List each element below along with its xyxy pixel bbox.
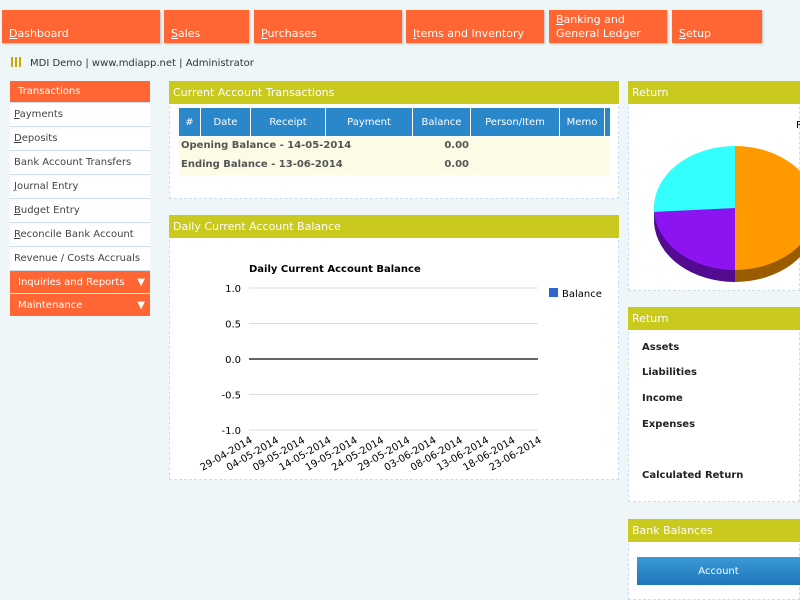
button[interactable]: Account bbox=[637, 557, 800, 585]
menu-label[interactable]: Items and Inventory bbox=[413, 27, 525, 40]
menu-tab[interactable]: Purchases bbox=[254, 10, 402, 43]
row-label: Income bbox=[642, 393, 683, 404]
row-label: Liabilities bbox=[642, 367, 697, 378]
arrow-icon: ▼ bbox=[137, 299, 145, 311]
app-icon bbox=[11, 57, 21, 67]
sidebar-label[interactable]: Reconcile Bank Account bbox=[14, 229, 134, 240]
menu-label[interactable]: Banking and General Ledger bbox=[556, 13, 641, 40]
sidebar-item[interactable]: Bank Account Transfers bbox=[10, 151, 150, 175]
column-header: Balance bbox=[413, 108, 471, 136]
sidebar-item[interactable]: Payments bbox=[10, 103, 150, 127]
panel-header: Return bbox=[628, 81, 800, 104]
sidebar-label[interactable]: Payments bbox=[14, 109, 64, 120]
sidebar-label[interactable]: Budget Entry bbox=[14, 205, 80, 216]
legend-label: Balance bbox=[562, 289, 602, 300]
pie-slice bbox=[654, 146, 735, 212]
y-tick-label: -1.0 bbox=[221, 426, 241, 437]
legend-swatch bbox=[549, 288, 558, 297]
column-header: Receipt bbox=[251, 108, 326, 136]
column-header: Person/Item bbox=[471, 108, 560, 136]
sidebar-section[interactable]: Inquiries and Reports ▼ bbox=[10, 271, 150, 293]
sidebar-item[interactable]: Budget Entry bbox=[10, 199, 150, 223]
y-tick-label: 1.0 bbox=[225, 284, 241, 295]
cell: Ending Balance - 13-06-2014 bbox=[181, 159, 343, 170]
panel bbox=[628, 307, 800, 502]
menu-tab[interactable]: Setup bbox=[672, 10, 762, 43]
menu-tab[interactable]: Banking and General Ledger bbox=[549, 10, 667, 43]
column-header: # bbox=[179, 108, 201, 136]
sidebar-item[interactable]: Transactions bbox=[10, 81, 150, 103]
pie-slice bbox=[735, 146, 800, 270]
panel-header: Daily Current Account Balance bbox=[169, 215, 619, 238]
menu-tab[interactable]: Dashboard bbox=[2, 10, 160, 43]
menu-label[interactable]: Dashboard bbox=[9, 27, 69, 40]
pie-slice bbox=[654, 208, 735, 270]
sidebar-section[interactable]: Maintenance ▼ bbox=[10, 294, 150, 316]
sidebar-item[interactable]: Journal Entry bbox=[10, 175, 150, 199]
sidebar-item[interactable]: Revenue / Costs Accruals bbox=[10, 247, 150, 271]
table-row bbox=[179, 156, 610, 175]
column-header: Payment bbox=[326, 108, 413, 136]
line-chart: Daily Current Account Balance 1.0 0.5 0.0 -0… bbox=[199, 264, 602, 474]
row-label: Assets bbox=[642, 342, 680, 353]
column-header: Date bbox=[201, 108, 251, 136]
section-label[interactable]: Maintenance bbox=[18, 299, 83, 311]
cell: 0.00 bbox=[444, 140, 469, 151]
menu-label[interactable]: Purchases bbox=[261, 27, 317, 40]
arrow-icon: ▼ bbox=[137, 276, 145, 288]
panel-header: Bank Balances bbox=[628, 519, 800, 542]
menu-tab[interactable]: Sales bbox=[164, 10, 249, 43]
user-bar: MDI Demo | www.mdiapp.net | Administrato… bbox=[30, 58, 254, 69]
chart-title: R bbox=[796, 120, 800, 131]
y-tick-label: 0.5 bbox=[225, 320, 241, 331]
pie-chart: R bbox=[654, 120, 800, 282]
menu-tab[interactable]: Items and Inventory bbox=[406, 10, 544, 43]
table-row bbox=[179, 137, 610, 156]
panel-header: Return bbox=[628, 307, 800, 330]
column-header: Memo bbox=[560, 108, 605, 136]
y-tick-label: 0.0 bbox=[225, 355, 241, 366]
sidebar-item[interactable]: Reconcile Bank Account bbox=[10, 223, 150, 247]
sidebar-item[interactable]: Deposits bbox=[10, 127, 150, 151]
chart-title: Daily Current Account Balance bbox=[249, 264, 421, 275]
menu-label[interactable]: Sales bbox=[171, 27, 201, 40]
row-label: Expenses bbox=[642, 419, 696, 430]
sidebar-label[interactable]: Journal Entry bbox=[14, 181, 79, 192]
section-label[interactable]: Inquiries and Reports bbox=[18, 276, 125, 288]
panel-header: Current Account Transactions bbox=[169, 81, 619, 104]
y-tick-label: -0.5 bbox=[221, 391, 241, 402]
sidebar-label[interactable]: Deposits bbox=[14, 133, 58, 144]
cell: 0.00 bbox=[444, 159, 469, 170]
cell: Opening Balance - 14-05-2014 bbox=[181, 140, 352, 151]
row-label: Calculated Return bbox=[642, 470, 744, 481]
menu-label[interactable]: Setup bbox=[679, 27, 712, 40]
